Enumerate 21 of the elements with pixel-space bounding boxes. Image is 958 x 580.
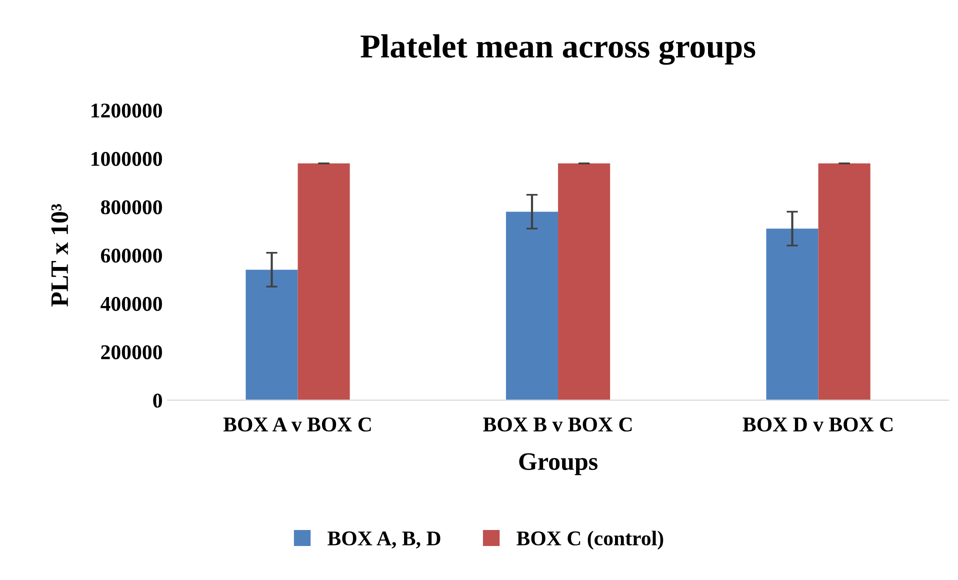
bar bbox=[818, 163, 870, 400]
bar bbox=[766, 228, 818, 400]
legend-label: BOX A, B, D bbox=[328, 531, 440, 548]
chart-title: Platelet mean across groups bbox=[360, 34, 756, 65]
x-tick-label: BOX B v BOX C bbox=[483, 418, 632, 432]
x-tick-label: BOX D v BOX C bbox=[742, 418, 893, 432]
y-tick-label: 400000 bbox=[100, 296, 162, 311]
x-axis-title: Groups bbox=[519, 453, 598, 476]
y-tick-label: 800000 bbox=[100, 200, 162, 214]
y-tick-label: 0 bbox=[153, 394, 162, 408]
bar bbox=[246, 270, 298, 400]
bar bbox=[506, 212, 558, 400]
y-tick-label: 1200000 bbox=[92, 104, 162, 118]
bar bbox=[558, 163, 610, 400]
y-axis-title: PLT x 10³ bbox=[51, 204, 68, 306]
y-tick-label: 600000 bbox=[101, 248, 162, 263]
y-tick-label: 1000000 bbox=[92, 152, 162, 166]
y-tick-label: 200000 bbox=[101, 345, 162, 360]
x-tick-label: BOX A v BOX C bbox=[223, 418, 371, 432]
legend-label: BOX C (control) bbox=[516, 530, 664, 550]
bar bbox=[298, 163, 350, 400]
